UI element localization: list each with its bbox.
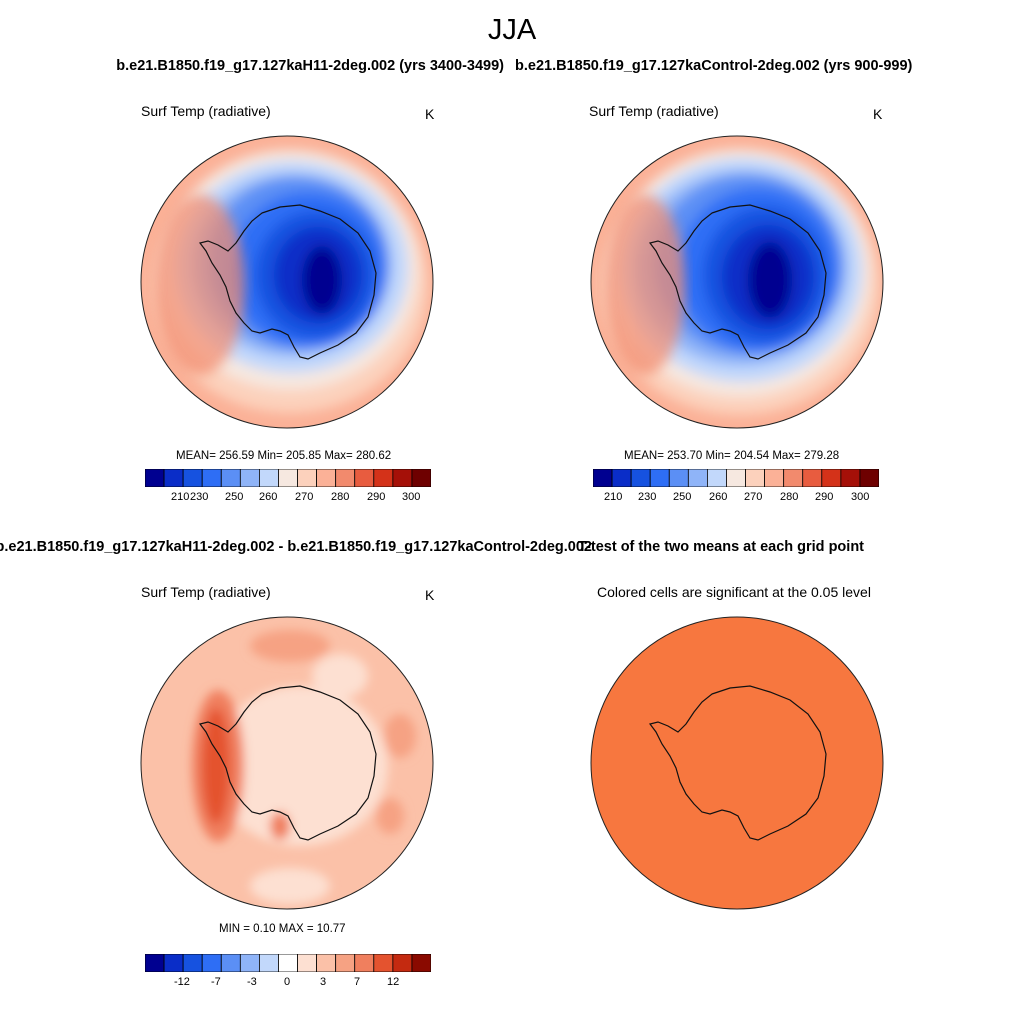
ttest-note: Colored cells are significant at the 0.0… xyxy=(597,584,871,600)
ttest-polar-map xyxy=(590,616,884,910)
colorbar-tick: 290 xyxy=(367,491,386,503)
colorbar-tick: 260 xyxy=(709,491,728,503)
colorbar-tick: 3 xyxy=(320,976,327,988)
colorbar-swatch xyxy=(354,954,375,972)
colorbar-tick: 230 xyxy=(190,491,209,503)
control-header: b.e21.B1850.f19_g17.127kaControl-2deg.00… xyxy=(515,58,913,74)
case-header: b.e21.B1850.f19_g17.127kaH11-2deg.002 (y… xyxy=(116,58,504,74)
colorbar-swatch xyxy=(278,469,298,487)
colorbar-swatch xyxy=(611,469,632,487)
colorbar-swatch xyxy=(783,469,804,487)
colorbar-swatch xyxy=(859,469,879,487)
colorbar-tick: 230 xyxy=(638,491,657,503)
colorbar-tick: 270 xyxy=(295,491,314,503)
colorbar-tick: 300 xyxy=(402,491,421,503)
colorbar-swatch xyxy=(316,954,337,972)
colorbar-swatch xyxy=(182,469,203,487)
ttest-header: T-test of the two means at each grid poi… xyxy=(578,539,864,555)
colorbar-tick: 210 xyxy=(171,491,190,503)
antarctica-coastline xyxy=(648,204,827,360)
colorbar-tick: 260 xyxy=(259,491,278,503)
colorbar-swatch xyxy=(707,469,727,487)
colorbar-swatch xyxy=(259,954,279,972)
colorbar-swatch xyxy=(354,469,375,487)
colorbar-swatch xyxy=(687,469,708,487)
colorbar-swatch xyxy=(220,469,241,487)
difference-colorbar xyxy=(145,954,431,972)
colorbar-tick: -3 xyxy=(247,976,257,988)
colorbar-swatch xyxy=(373,469,394,487)
control-polar-map xyxy=(590,135,884,429)
colorbar-swatch xyxy=(335,469,356,487)
colorbar-tick: 250 xyxy=(225,491,244,503)
colorbar-swatch xyxy=(145,469,165,487)
colorbar-swatch xyxy=(297,954,317,972)
colorbar-swatch xyxy=(373,954,394,972)
antarctica-coastline xyxy=(648,685,827,841)
difference-units-label: K xyxy=(425,587,435,603)
colorbar-swatch xyxy=(411,469,431,487)
colorbar-swatch xyxy=(764,469,785,487)
colorbar-tick: -7 xyxy=(211,976,221,988)
case-colorbar xyxy=(145,469,431,487)
colorbar-swatch xyxy=(411,954,431,972)
colorbar-swatch xyxy=(392,469,413,487)
difference-polar-map xyxy=(140,616,434,910)
colorbar-swatch xyxy=(145,954,165,972)
case-polar-map xyxy=(140,135,434,429)
colorbar-swatch xyxy=(220,954,241,972)
main-title: JJA xyxy=(487,14,537,46)
colorbar-swatch xyxy=(201,469,222,487)
colorbar-tick: 12 xyxy=(387,976,400,988)
colorbar-swatch xyxy=(297,469,317,487)
colorbar-swatch xyxy=(163,469,184,487)
colorbar-tick: 210 xyxy=(604,491,623,503)
antarctica-coastline xyxy=(198,204,377,360)
colorbar-tick: 270 xyxy=(744,491,763,503)
colorbar-tick: 280 xyxy=(331,491,350,503)
colorbar-swatch xyxy=(840,469,861,487)
colorbar-swatch xyxy=(821,469,842,487)
difference-header: b.e21.B1850.f19_g17.127kaH11-2deg.002 - … xyxy=(0,539,592,555)
case-stats: MEAN= 256.59 Min= 205.85 Max= 280.62 xyxy=(176,450,392,462)
colorbar-swatch xyxy=(668,469,689,487)
control-stats: MEAN= 253.70 Min= 204.54 Max= 279.28 xyxy=(624,450,840,462)
colorbar-tick: 7 xyxy=(354,976,361,988)
colorbar-swatch xyxy=(335,954,356,972)
colorbar-tick: 280 xyxy=(780,491,799,503)
colorbar-swatch xyxy=(239,469,260,487)
colorbar-swatch xyxy=(802,469,823,487)
colorbar-swatch xyxy=(593,469,613,487)
colorbar-tick: 300 xyxy=(851,491,870,503)
colorbar-swatch xyxy=(316,469,337,487)
colorbar-swatch xyxy=(259,469,279,487)
colorbar-tick: 250 xyxy=(673,491,692,503)
control-variable-label: Surf Temp (radiative) xyxy=(589,103,719,119)
colorbar-swatch xyxy=(278,954,298,972)
colorbar-swatch xyxy=(201,954,222,972)
colorbar-tick: -12 xyxy=(174,976,190,988)
colorbar-swatch xyxy=(726,469,746,487)
colorbar-swatch xyxy=(649,469,670,487)
difference-stats: MIN = 0.10 MAX = 10.77 xyxy=(219,923,346,935)
colorbar-swatch xyxy=(392,954,413,972)
colorbar-swatch xyxy=(239,954,260,972)
colorbar-tick: 0 xyxy=(284,976,291,988)
case-units-label: K xyxy=(425,106,435,122)
colorbar-tick: 290 xyxy=(815,491,834,503)
difference-variable-label: Surf Temp (radiative) xyxy=(141,584,271,600)
colorbar-swatch xyxy=(182,954,203,972)
colorbar-swatch xyxy=(630,469,651,487)
case-variable-label: Surf Temp (radiative) xyxy=(141,103,271,119)
control-colorbar xyxy=(593,469,879,487)
colorbar-swatch xyxy=(745,469,765,487)
control-units-label: K xyxy=(873,106,883,122)
antarctica-coastline xyxy=(198,685,377,841)
colorbar-swatch xyxy=(163,954,184,972)
